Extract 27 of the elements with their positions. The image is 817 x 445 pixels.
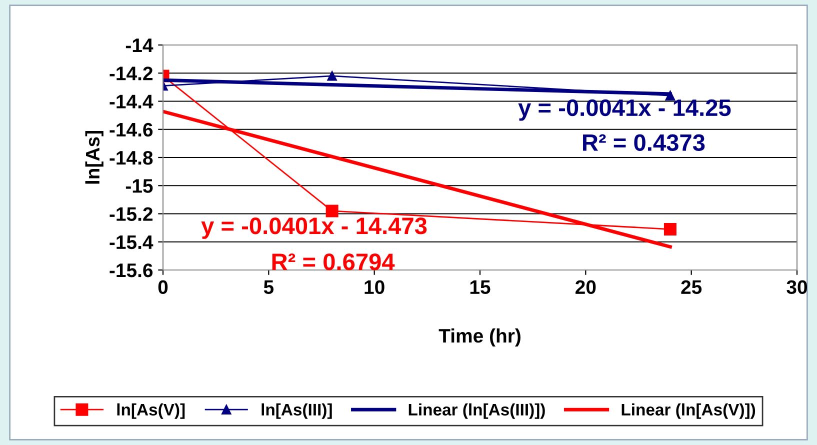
- x-tick-label: 30: [786, 280, 808, 294]
- y-tick-label: -14.6: [110, 122, 153, 137]
- y-tick-label: -14.2: [110, 66, 153, 80]
- y-tick-label: -14.8: [110, 150, 153, 165]
- annotation: y = -0.0401x - 14.473: [201, 218, 427, 239]
- y-tick-label: -15.6: [110, 263, 153, 278]
- annotation: y = -0.0041x - 14.25: [518, 99, 731, 121]
- y-tick-label: -15: [126, 179, 153, 193]
- point: [664, 222, 676, 236]
- legend-label: Linear (ln[As(III)]): [408, 403, 545, 419]
- x-tick-label: 15: [470, 280, 490, 294]
- y-tick-label: -14: [126, 38, 154, 52]
- x-tick-label: 10: [364, 280, 384, 294]
- x-tick-label: 5: [264, 280, 274, 294]
- x-tick-label: 20: [576, 280, 596, 294]
- y-tick-label: -14.4: [110, 94, 154, 108]
- legend-label: Linear (ln[As(V)]): [622, 403, 756, 419]
- y-axis-title: ln[As]: [85, 131, 104, 184]
- x-tick-label: 0: [158, 280, 168, 294]
- x-axis-title: Time (hr): [438, 328, 520, 347]
- y-tick-label: -15.2: [110, 207, 153, 221]
- x-tick-label: 25: [681, 280, 702, 294]
- legend-label: ln[As(III)]: [262, 403, 332, 419]
- annotation: R² = 0.4373: [583, 134, 705, 152]
- y-tick-label: -15.4: [110, 236, 154, 250]
- annotation: R² = 0.6794: [272, 254, 395, 270]
- legend-label: ln[As(V)]: [117, 403, 185, 419]
